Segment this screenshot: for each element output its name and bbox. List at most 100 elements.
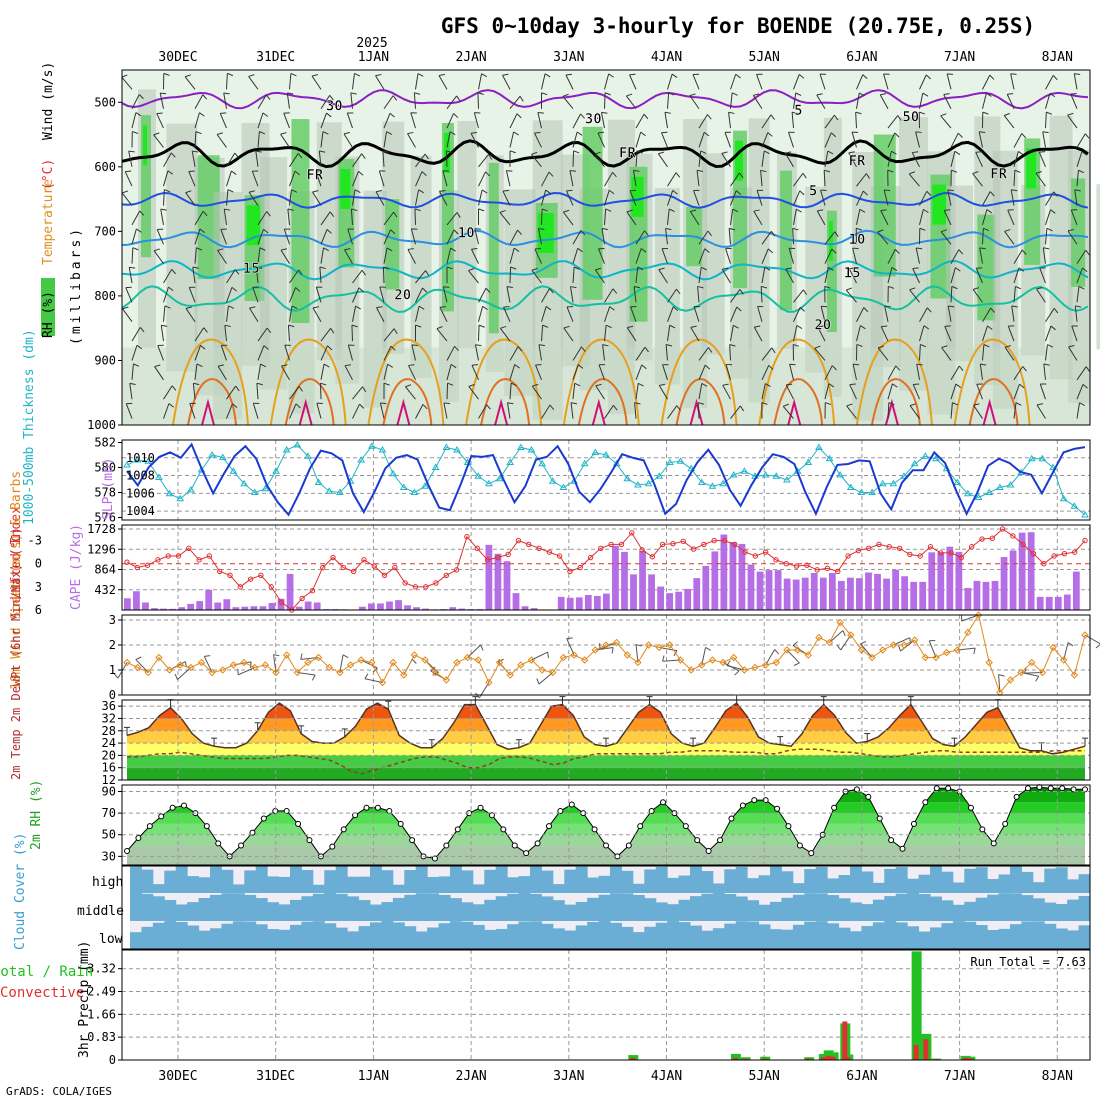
cloud-cell (690, 896, 702, 921)
cape-bar (259, 606, 267, 610)
upper-wind-barb-flag (160, 208, 167, 211)
bottom-date-label: 30DEC (158, 1069, 197, 1084)
upper-wind-barb (919, 191, 928, 206)
surface-wind-barb-flag (273, 654, 280, 657)
upper-wind-barb-flag (1015, 402, 1022, 406)
thickness-point (516, 443, 525, 450)
upper-wind-barb (975, 268, 983, 284)
cloud-cell (232, 893, 245, 921)
rh-point (454, 826, 461, 833)
cloud-cell (301, 870, 314, 893)
thickness-point (442, 443, 451, 450)
cape-bar (404, 605, 411, 610)
upper-wind-barb-flag (721, 151, 728, 154)
cape-bar (810, 572, 818, 610)
upper-wind-barb (887, 267, 893, 284)
upper-wind-barb (478, 171, 486, 187)
rh-point (443, 842, 450, 849)
upper-wind-barb (760, 170, 763, 187)
upper-wind-barb-flag (538, 344, 545, 347)
cape-bar (377, 603, 384, 610)
cloud-cell (747, 921, 760, 949)
cape-bar (856, 578, 863, 610)
upper-wind-barb-flag (263, 228, 269, 234)
upper-wind-barb (601, 228, 605, 245)
cloud-cell (987, 879, 1000, 893)
upper-wind-barb (566, 306, 574, 322)
cloud-low-label: low (99, 932, 123, 947)
upper-wind-barb (289, 287, 296, 303)
upper-wind-barb (509, 229, 518, 245)
upper-wind-barb (604, 306, 611, 322)
rh-saturated-band (932, 184, 947, 225)
cloud-cell (895, 867, 908, 893)
upper-wind-barb-flag (414, 208, 421, 212)
upper-wind-barb-flag (573, 266, 580, 270)
temperature-tick-label: 24 (102, 736, 116, 750)
cloud-cell (278, 929, 291, 949)
cloud-cell (724, 893, 737, 921)
upper-wind-barb (909, 405, 920, 419)
lifted-index-point (855, 547, 862, 554)
upper-wind-barb (541, 73, 546, 90)
bottom-date-label: 1JAN (358, 1069, 389, 1084)
cloud-cell (438, 876, 451, 893)
thickness-point (314, 478, 323, 485)
upper-wind-barb (950, 132, 959, 148)
cloud-cell (964, 901, 977, 921)
upper-wind-barb-flag (816, 93, 823, 96)
upper-wind-barb-flag (704, 364, 711, 370)
cape-bar (774, 570, 782, 610)
upper-wind-barb (635, 346, 646, 361)
cape-bar (304, 601, 312, 610)
cape-bar (124, 598, 131, 610)
upper-wind-barb (919, 209, 924, 226)
wind10m-point (176, 661, 184, 669)
upper-wind-barb-flag (909, 403, 916, 407)
upper-wind-barb (439, 307, 448, 322)
upper-wind-barb-flag (1003, 113, 1010, 116)
cape-bar (901, 576, 909, 610)
upper-wind-barb-flag (393, 211, 398, 218)
upper-wind-barb-flag (386, 247, 393, 252)
wind10m-point (1006, 676, 1015, 684)
upper-wind-barb (125, 403, 133, 419)
upper-wind-barb-flag (1084, 133, 1090, 139)
cloud-cell (461, 870, 474, 893)
lifted-index-point (835, 568, 841, 575)
cloud-cell (804, 921, 817, 949)
wind10m-point (336, 668, 344, 677)
cloud-cell (941, 900, 954, 921)
cloud-cell (872, 922, 885, 949)
cloud-cell (701, 930, 714, 949)
upper-wind-barb (257, 327, 268, 342)
surface-wind-barb-flag (342, 654, 349, 659)
rh-moist-band (488, 162, 499, 334)
upper-wind-barb-flag (380, 402, 387, 405)
rh-point (568, 801, 575, 808)
rh-point (990, 840, 997, 847)
upper-wind-barb (919, 344, 921, 361)
cloud-cell (187, 925, 200, 949)
upper-wind-barb (602, 344, 605, 361)
upper-wind-barb-flag (925, 74, 931, 80)
upper-wind-barb-flag (612, 288, 618, 294)
cloud-cell (1021, 895, 1034, 921)
cape-bar (892, 569, 899, 610)
wind10m-point (187, 663, 195, 672)
surface-wind-barb-flag (662, 655, 665, 662)
wind10m-point (442, 676, 451, 684)
upper-wind-barb-flag (817, 325, 824, 328)
upper-wind-barb (950, 286, 953, 303)
contour-label: FR (849, 153, 866, 169)
upper-wind-barb (919, 307, 928, 322)
cloud-cell (884, 896, 897, 921)
cape-bar (630, 574, 637, 610)
cloud-cell (861, 904, 874, 921)
precip-axis-label: 3hr Precip (mm) (77, 941, 92, 1058)
rh-legend-swatch (41, 278, 55, 336)
cape-tick-label: 432 (94, 583, 116, 597)
upper-wind-barb (160, 325, 164, 342)
upper-wind-barb (820, 190, 826, 206)
lifted-index-point (546, 549, 553, 555)
